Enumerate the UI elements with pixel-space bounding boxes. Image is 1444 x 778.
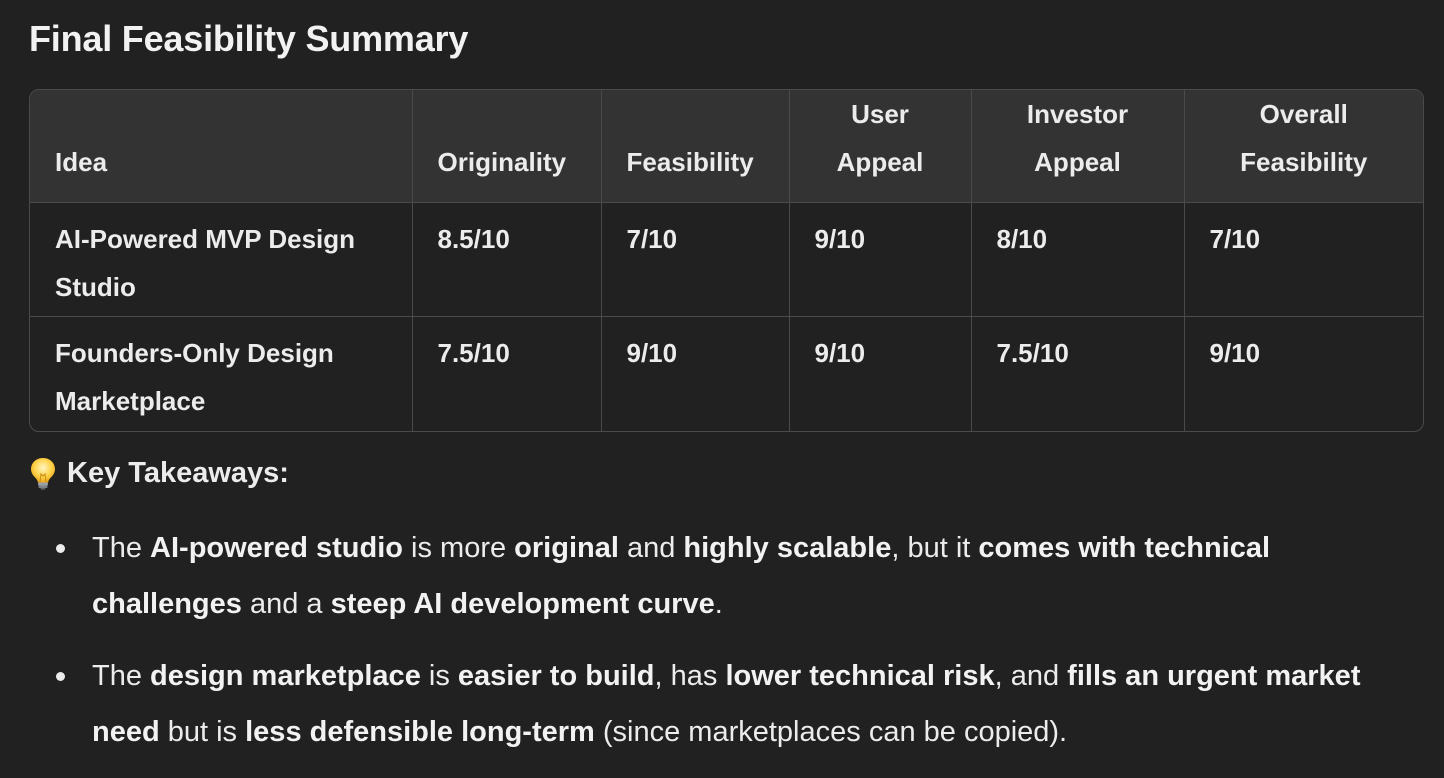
bullet-icon — [56, 544, 65, 553]
text-segment: The — [92, 660, 151, 692]
bullet-icon — [56, 672, 65, 681]
bold-text: highly scalable — [683, 532, 892, 564]
text-segment: and — [618, 532, 684, 564]
text-segment: is — [420, 660, 458, 692]
header-idea: Idea — [30, 90, 413, 203]
cell-investor-appeal: 7.5/10 — [971, 316, 1185, 431]
text-segment: . — [714, 588, 723, 620]
bold-text: lower technical risk — [725, 660, 995, 692]
cell-feasibility: 9/10 — [601, 316, 790, 431]
cell-idea: AI-Powered MVP Design Studio — [30, 202, 413, 317]
cell-feasibility: 7/10 — [601, 202, 790, 317]
table-row: AI-Powered MVP Design Studio 8.5/10 7/10… — [30, 202, 1423, 317]
summary-table: Idea Originality Feasibility User Appeal — [30, 90, 1423, 431]
header-investor-appeal: Investor Appeal — [971, 90, 1185, 203]
bold-text: comes with technical challenges — [92, 532, 1271, 620]
text-segment: (since marketplaces can be copied). — [594, 716, 1068, 748]
header-feasibility: Feasibility — [601, 90, 790, 203]
bold-text: design marketplace — [150, 660, 421, 692]
table-header-row: Idea Originality Feasibility User Appeal — [30, 90, 1423, 203]
cell-overall: 9/10 — [1209, 338, 1261, 368]
text-segment: and a — [241, 588, 331, 620]
bold-text: less defensible long-term — [245, 716, 595, 748]
text-segment: The — [92, 532, 151, 564]
text-segment: but is — [159, 716, 246, 748]
cell-user-appeal: 9/10 — [789, 316, 972, 431]
cell-originality: 7.5/10 — [412, 316, 602, 431]
text-segment: is more — [402, 532, 515, 564]
header-overall-feasibility: Overall Feasibility — [1184, 90, 1423, 203]
header-originality: Originality — [412, 90, 602, 203]
cell-overall: 7/10 — [1184, 202, 1423, 317]
table-row: Founders-Only Design Marketplace 7.5/10 … — [30, 316, 1423, 431]
header-user-appeal: User Appeal — [789, 90, 972, 203]
bold-text: original — [514, 532, 619, 564]
key-takeaways-heading: Key Takeaways: — [29, 456, 289, 490]
bold-text: fills an urgent market need — [92, 660, 1361, 748]
text-segment: , and — [994, 660, 1068, 692]
lightbulb-icon — [29, 456, 57, 490]
takeaways-heading-text: Key Takeaways: — [67, 456, 289, 489]
cell-user-appeal: 9/10 — [789, 202, 972, 317]
cell-idea: Founders-Only Design Marketplace — [30, 316, 413, 431]
text-segment: , has — [654, 660, 726, 692]
text-segment: , but it — [891, 532, 979, 564]
list-item: The AI-powered studio is more original a… — [29, 520, 1424, 632]
feasibility-table: Idea Originality Feasibility User Appeal — [29, 89, 1424, 432]
section-title: Final Feasibility Summary — [29, 18, 469, 59]
list-item: The design marketplace is easier to buil… — [29, 648, 1424, 760]
cell-investor-appeal: 8/10 — [971, 202, 1185, 317]
cell-originality: 8.5/10 — [412, 202, 602, 317]
bold-text: steep AI development curve — [330, 588, 715, 620]
takeaways-list: The AI-powered studio is more original a… — [29, 520, 1424, 776]
bold-text: AI-powered studio — [150, 532, 403, 564]
bold-text: easier to build — [457, 660, 655, 692]
